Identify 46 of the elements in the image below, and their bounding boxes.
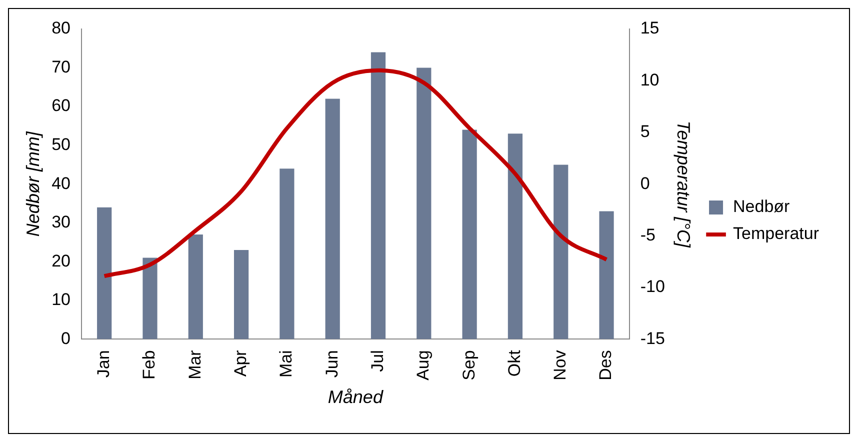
y-tick-label: 80 (52, 18, 71, 38)
bar (599, 211, 614, 340)
x-tick-label: Feb (140, 350, 159, 380)
x-tick-label: Aug (414, 350, 433, 380)
y2-axis-title: Temperatur [°C] (674, 120, 694, 248)
y2-tick-label: -10 (640, 277, 665, 296)
y-tick-label: 60 (52, 96, 71, 116)
bar (188, 234, 203, 340)
y-tick-label: 30 (52, 212, 71, 232)
x-tick-label: Nov (550, 350, 570, 380)
y2-tick-label: 10 (640, 70, 660, 90)
bar (142, 258, 158, 340)
y-axis-title: Nedbør [mm] (22, 130, 43, 237)
bar (280, 168, 294, 340)
y-tick-label: 10 (52, 290, 71, 310)
x-tick-label: Apr (230, 350, 250, 377)
legend-label: Temperatur (733, 224, 820, 244)
y-tick-label: 20 (52, 251, 71, 270)
x-tick-label: Mai (276, 350, 296, 378)
bar (554, 164, 568, 340)
bar (370, 52, 386, 340)
x-tick-label: Jul (368, 350, 387, 372)
bar (462, 130, 477, 340)
y2-tick-label: 15 (640, 18, 660, 38)
bar (508, 134, 523, 340)
y2-tick-label: -15 (640, 328, 665, 348)
y2-tick-label: 5 (640, 122, 650, 142)
y-tick-label: 0 (61, 328, 71, 348)
x-axis-title: Måned (328, 387, 384, 408)
x-tick-label: Mar (185, 350, 204, 380)
line-series (102, 68, 609, 278)
y2-tick-label: -5 (640, 225, 656, 244)
x-tick-label: Jun (322, 350, 342, 378)
x-tick-label: Sep (459, 350, 478, 380)
y-tick-label: 50 (52, 134, 71, 154)
y-tick-label: 70 (52, 57, 71, 76)
x-tick-label: Des (596, 350, 616, 380)
legend-label: Nedbør (733, 197, 790, 216)
x-tick-label: Okt (504, 350, 524, 377)
bar (416, 68, 432, 340)
bar (97, 207, 112, 340)
x-tick-label: Jan (94, 350, 114, 378)
bar (234, 250, 249, 340)
bar (325, 98, 340, 340)
y-tick-label: 40 (52, 174, 71, 193)
y2-tick-label: 0 (640, 174, 650, 193)
